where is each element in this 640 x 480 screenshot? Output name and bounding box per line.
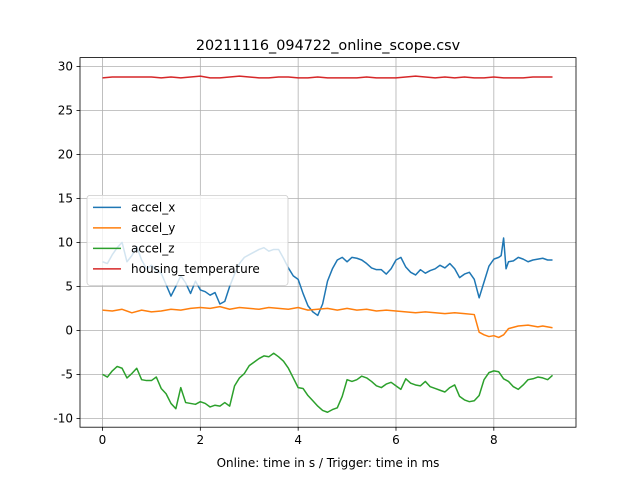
legend-label-accel-z: accel_z (131, 242, 175, 256)
y-tick-label: 15 (58, 192, 73, 206)
y-tick-label: 30 (58, 60, 73, 74)
grid-lines (80, 57, 576, 428)
series-line-accel-y (102, 305, 553, 339)
x-tick-label: 4 (294, 433, 302, 447)
series-line-housing-temperature (102, 75, 553, 79)
axis-ticks: 0 2 4 6 8 -10 -5 0 5 10 15 20 25 30 (53, 60, 497, 448)
y-tick-label: 20 (58, 148, 73, 162)
chart-title: 20211116_094722_online_scope.csv (196, 38, 461, 54)
legend-label-accel-y: accel_y (131, 221, 175, 235)
x-axis-label: Online: time in s / Trigger: time in ms (217, 456, 440, 470)
x-tick-label: 2 (197, 433, 205, 447)
series-layer (102, 75, 554, 413)
x-tick-label: 6 (392, 433, 400, 447)
x-tick-label: 0 (99, 433, 107, 447)
legend-label-housing-temperature: housing_temperature (131, 262, 260, 276)
y-tick-label: 25 (58, 104, 73, 118)
legend: accel_x accel_y accel_z housing_temperature (86, 194, 289, 286)
y-tick-label: 0 (65, 324, 73, 338)
y-tick-label: -10 (53, 412, 73, 426)
legend-box (86, 194, 289, 286)
series-line-accel-z (102, 352, 554, 413)
y-tick-label: 5 (65, 280, 73, 294)
y-tick-label: 10 (58, 236, 73, 250)
y-tick-label: -5 (61, 368, 73, 382)
legend-label-accel-x: accel_x (131, 201, 175, 215)
x-tick-label: 8 (490, 433, 498, 447)
